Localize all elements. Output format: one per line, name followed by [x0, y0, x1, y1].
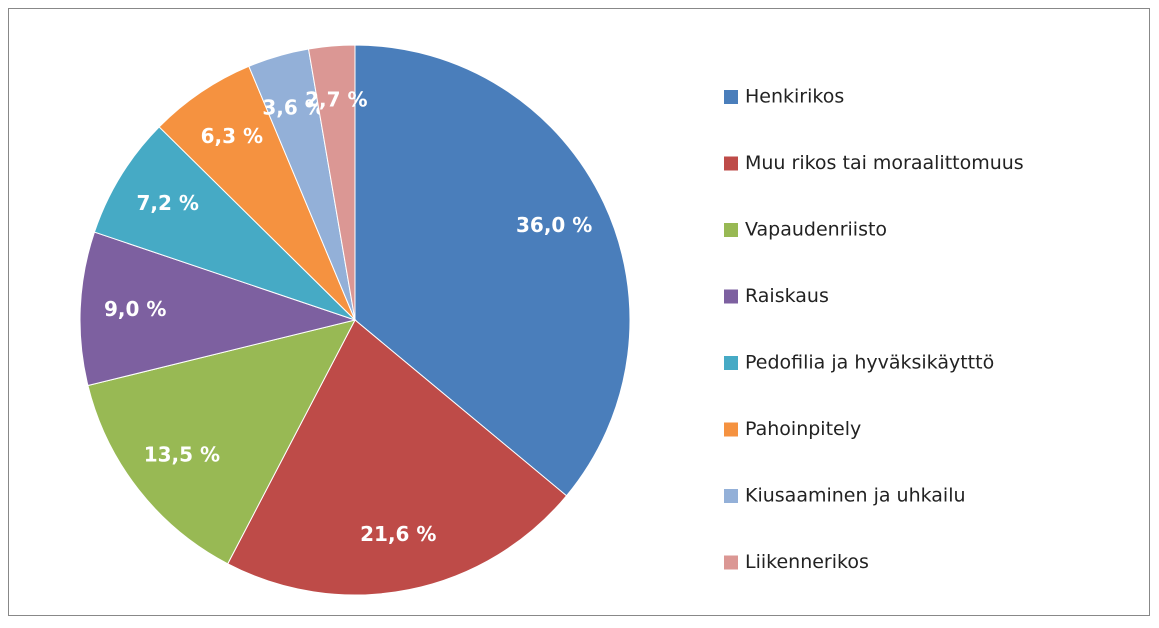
legend-label: Liikennerikos: [745, 551, 869, 573]
legend-swatch: [724, 356, 738, 370]
legend-label: Pahoinpitely: [745, 418, 861, 440]
value-label: 13,5 %: [144, 442, 220, 466]
legend-label: Vapaudenriisto: [745, 219, 887, 241]
pie-slice: [79, 231, 357, 387]
legend-swatch: [724, 555, 738, 570]
legend-swatch: [724, 289, 738, 304]
value-label: 6,3 %: [201, 124, 263, 148]
value-label: 7,2 %: [136, 191, 198, 215]
pie-slice: [87, 319, 356, 565]
legend-swatch: [724, 90, 738, 104]
value-label: 21,6 %: [360, 522, 436, 546]
pie-slice: [307, 44, 356, 321]
value-label: 3,6 %: [262, 95, 324, 119]
legend-swatch: [724, 156, 738, 171]
legend-label: Muu rikos tai moraalittomuus: [745, 152, 1024, 174]
legend-swatch: [724, 489, 738, 503]
pie-slice: [93, 126, 356, 321]
pie-slice: [354, 44, 631, 497]
pie-slice: [227, 319, 568, 596]
legend-label: Henkirikos: [745, 86, 844, 108]
value-label: 36,0 %: [516, 213, 592, 237]
legend-swatch: [724, 223, 738, 237]
legend-label: Kiusaaminen ja uhkailu: [745, 485, 966, 507]
legend-swatch: [724, 422, 738, 437]
value-label: 9,0 %: [104, 297, 166, 321]
value-label: 2,7 %: [305, 87, 367, 111]
legend-label: Pedofilia ja hyväksikäytttö: [745, 352, 994, 374]
legend-label: Raiskaus: [745, 285, 829, 307]
